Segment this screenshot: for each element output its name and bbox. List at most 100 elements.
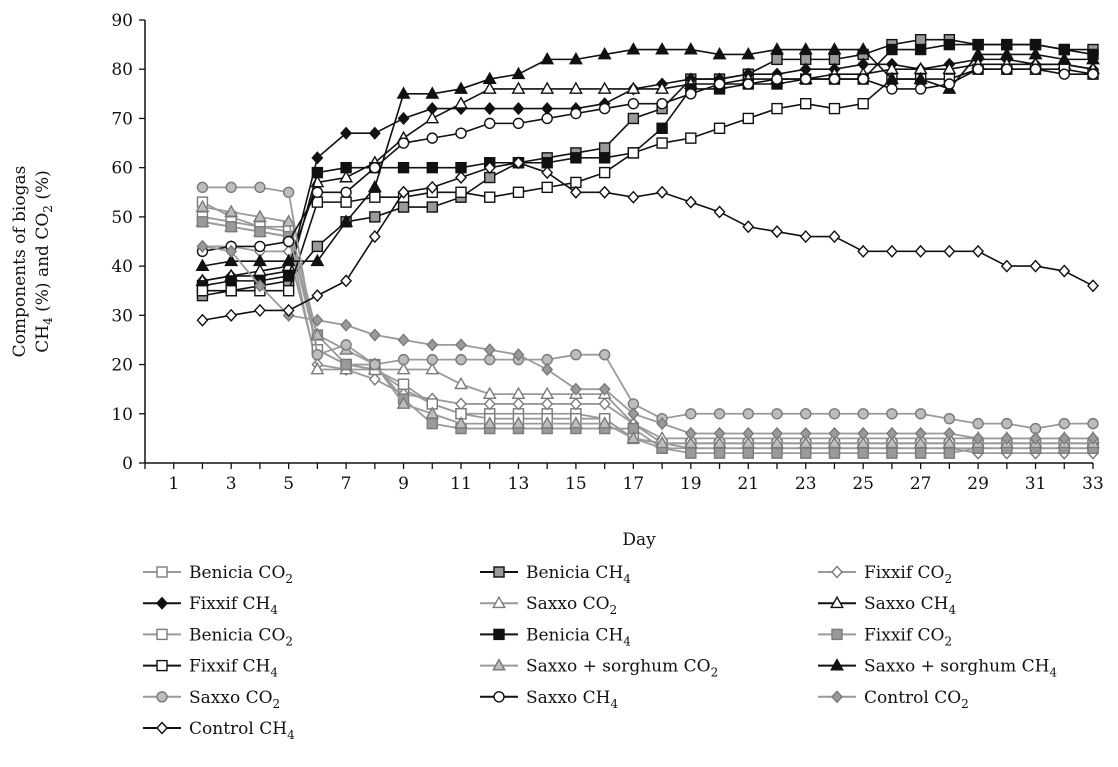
data-point (540, 81, 555, 94)
legend-entry-14: Saxxo CH4 (480, 688, 618, 711)
data-point (857, 97, 869, 110)
data-point (254, 240, 266, 253)
legend-label: Benicia CH4 (526, 625, 631, 648)
x-tick-label: 7 (341, 474, 352, 494)
data-point (282, 186, 295, 198)
data-point (225, 221, 237, 233)
data-point (771, 102, 783, 115)
data-point (483, 102, 496, 116)
data-point (397, 161, 410, 174)
y-tick-label: 20 (111, 356, 133, 376)
y-tick-label: 0 (122, 454, 133, 474)
data-point (311, 240, 324, 253)
data-point (627, 147, 640, 159)
data-point (943, 244, 956, 258)
data-point (369, 191, 381, 203)
data-point (310, 362, 325, 375)
data-point (685, 88, 697, 100)
data-point (340, 339, 352, 351)
data-point (827, 42, 842, 55)
data-point (252, 209, 267, 222)
data-point (627, 112, 640, 125)
data-point (540, 51, 555, 65)
legend-entry-1: Benicia CO2 (143, 563, 293, 586)
y-tick-label: 40 (111, 257, 133, 277)
legend-entry-12: Saxxo + sorghum CH4 (818, 657, 1057, 680)
data-point (741, 435, 756, 449)
series-13 (196, 181, 1099, 435)
data-point (857, 244, 870, 258)
x-tick-label: 33 (1082, 474, 1104, 494)
y-tick-label: 90 (111, 11, 133, 31)
data-point (914, 244, 927, 258)
data-point (655, 435, 670, 449)
data-point (426, 201, 438, 213)
data-point (339, 170, 354, 183)
data-point (425, 362, 440, 375)
data-point (1058, 68, 1070, 80)
data-point (914, 43, 927, 56)
data-point (396, 362, 411, 375)
data-point (541, 362, 554, 377)
data-point (541, 166, 554, 180)
data-point (598, 185, 611, 199)
data-point (253, 279, 266, 293)
data-point (713, 408, 726, 420)
data-point (685, 132, 697, 144)
data-point (426, 353, 438, 366)
data-point (454, 96, 468, 109)
data-point (455, 127, 467, 139)
y-tick-label: 50 (111, 208, 133, 228)
data-point (798, 435, 813, 449)
data-point (540, 416, 555, 429)
data-point (426, 132, 438, 144)
legend-label: Control CO2 (864, 688, 969, 711)
data-point (340, 186, 352, 198)
legend-entry-4: Fixxif CH4 (143, 594, 278, 617)
data-point (684, 195, 697, 209)
data-point (800, 73, 812, 85)
series-line (202, 220, 1093, 440)
data-point (627, 97, 640, 110)
data-point (885, 426, 898, 441)
data-point (225, 181, 237, 194)
data-point (627, 190, 640, 204)
data-point (311, 313, 324, 327)
data-point (311, 289, 324, 303)
data-point (799, 426, 812, 441)
data-point (493, 566, 505, 578)
data-point (493, 691, 505, 703)
data-point (830, 658, 844, 671)
data-point (742, 447, 754, 459)
legend-label: Fixxif CO2 (864, 563, 952, 586)
x-tick-label: 13 (508, 474, 530, 494)
series-5 (195, 214, 1100, 444)
x-tick-label: 27 (910, 474, 932, 494)
data-point (742, 426, 755, 441)
data-point (512, 186, 525, 198)
data-point (655, 81, 670, 94)
data-point (1001, 417, 1013, 430)
data-point (886, 43, 898, 56)
data-point (831, 628, 843, 641)
data-point (972, 244, 985, 258)
data-point (568, 81, 583, 94)
data-point (972, 63, 984, 75)
data-point (281, 214, 296, 227)
data-point (830, 595, 844, 609)
data-point (369, 358, 381, 371)
data-point (368, 372, 381, 386)
data-point (196, 239, 209, 253)
data-point (770, 42, 784, 55)
series-line (202, 206, 1093, 445)
data-point (397, 111, 410, 125)
legend-label: Saxxo + sorghum CH4 (864, 657, 1057, 680)
data-point (857, 73, 869, 85)
data-point (368, 328, 381, 342)
data-point (914, 426, 927, 441)
data-point (397, 353, 410, 366)
data-point (492, 595, 506, 609)
data-point (455, 186, 467, 198)
data-point (886, 408, 898, 420)
